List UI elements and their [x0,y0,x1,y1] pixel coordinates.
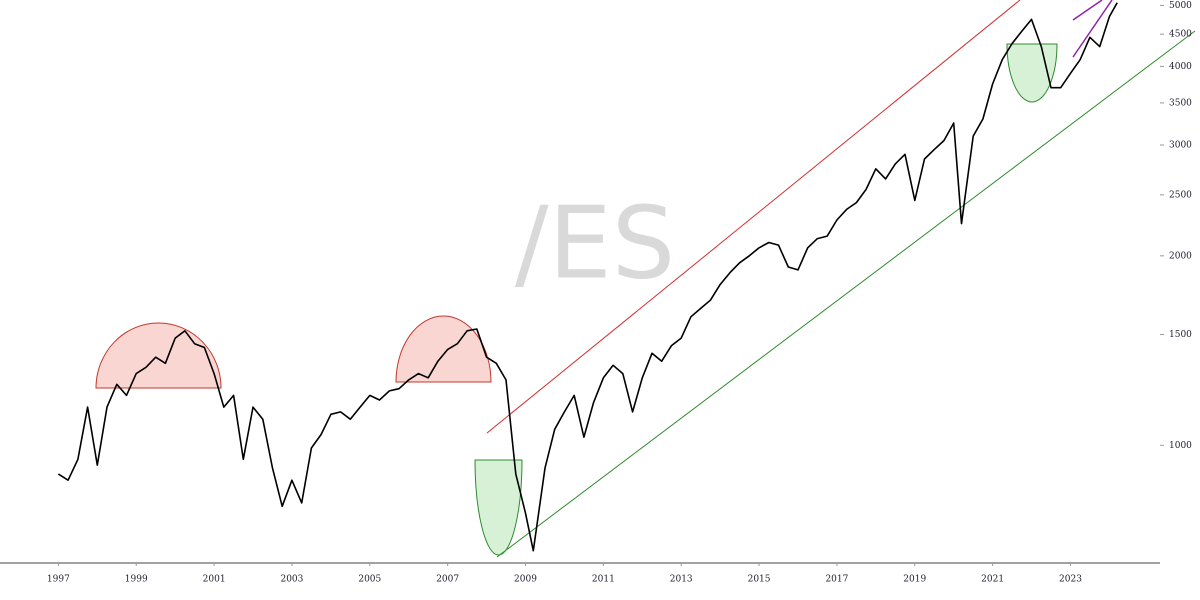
x-tick-label: 2005 [358,575,381,585]
upper-trendline [486,0,1021,434]
price-line [57,2,1118,552]
lower-trendline [496,30,1196,558]
channel-line [1072,0,1113,58]
x-tick-label: 2023 [1059,575,1082,585]
x-tick-label: 2009 [514,575,537,585]
y-tick-label: 4500 [1169,30,1192,40]
y-tick-label: 3000 [1169,141,1192,151]
watermark: /ES [515,184,675,301]
y-tick-label: 2500 [1169,190,1192,200]
x-tick-label: 2013 [670,575,693,585]
x-tick-label: 1997 [47,575,70,585]
x-tick-label: 2007 [436,575,459,585]
y-tick-label: 3500 [1169,98,1192,108]
arc-top [95,322,222,389]
x-tick-label: 2003 [280,575,303,585]
channel-line [1072,0,1103,21]
y-tick-label: 1000 [1169,441,1192,451]
x-tick-label: 2017 [825,575,848,585]
x-tick-label: 2019 [903,575,926,585]
x-tick-label: 1999 [125,575,148,585]
x-tick-label: 2001 [203,575,226,585]
y-tick-label: 5000 [1169,1,1192,11]
x-tick-label: 2011 [592,575,615,585]
x-tick-label: 2021 [981,575,1004,585]
x-tick-label: 2015 [748,575,771,585]
y-tick-label: 4000 [1169,62,1192,72]
y-tick-label: 2000 [1169,251,1192,261]
y-tick-label: 1500 [1169,330,1192,340]
